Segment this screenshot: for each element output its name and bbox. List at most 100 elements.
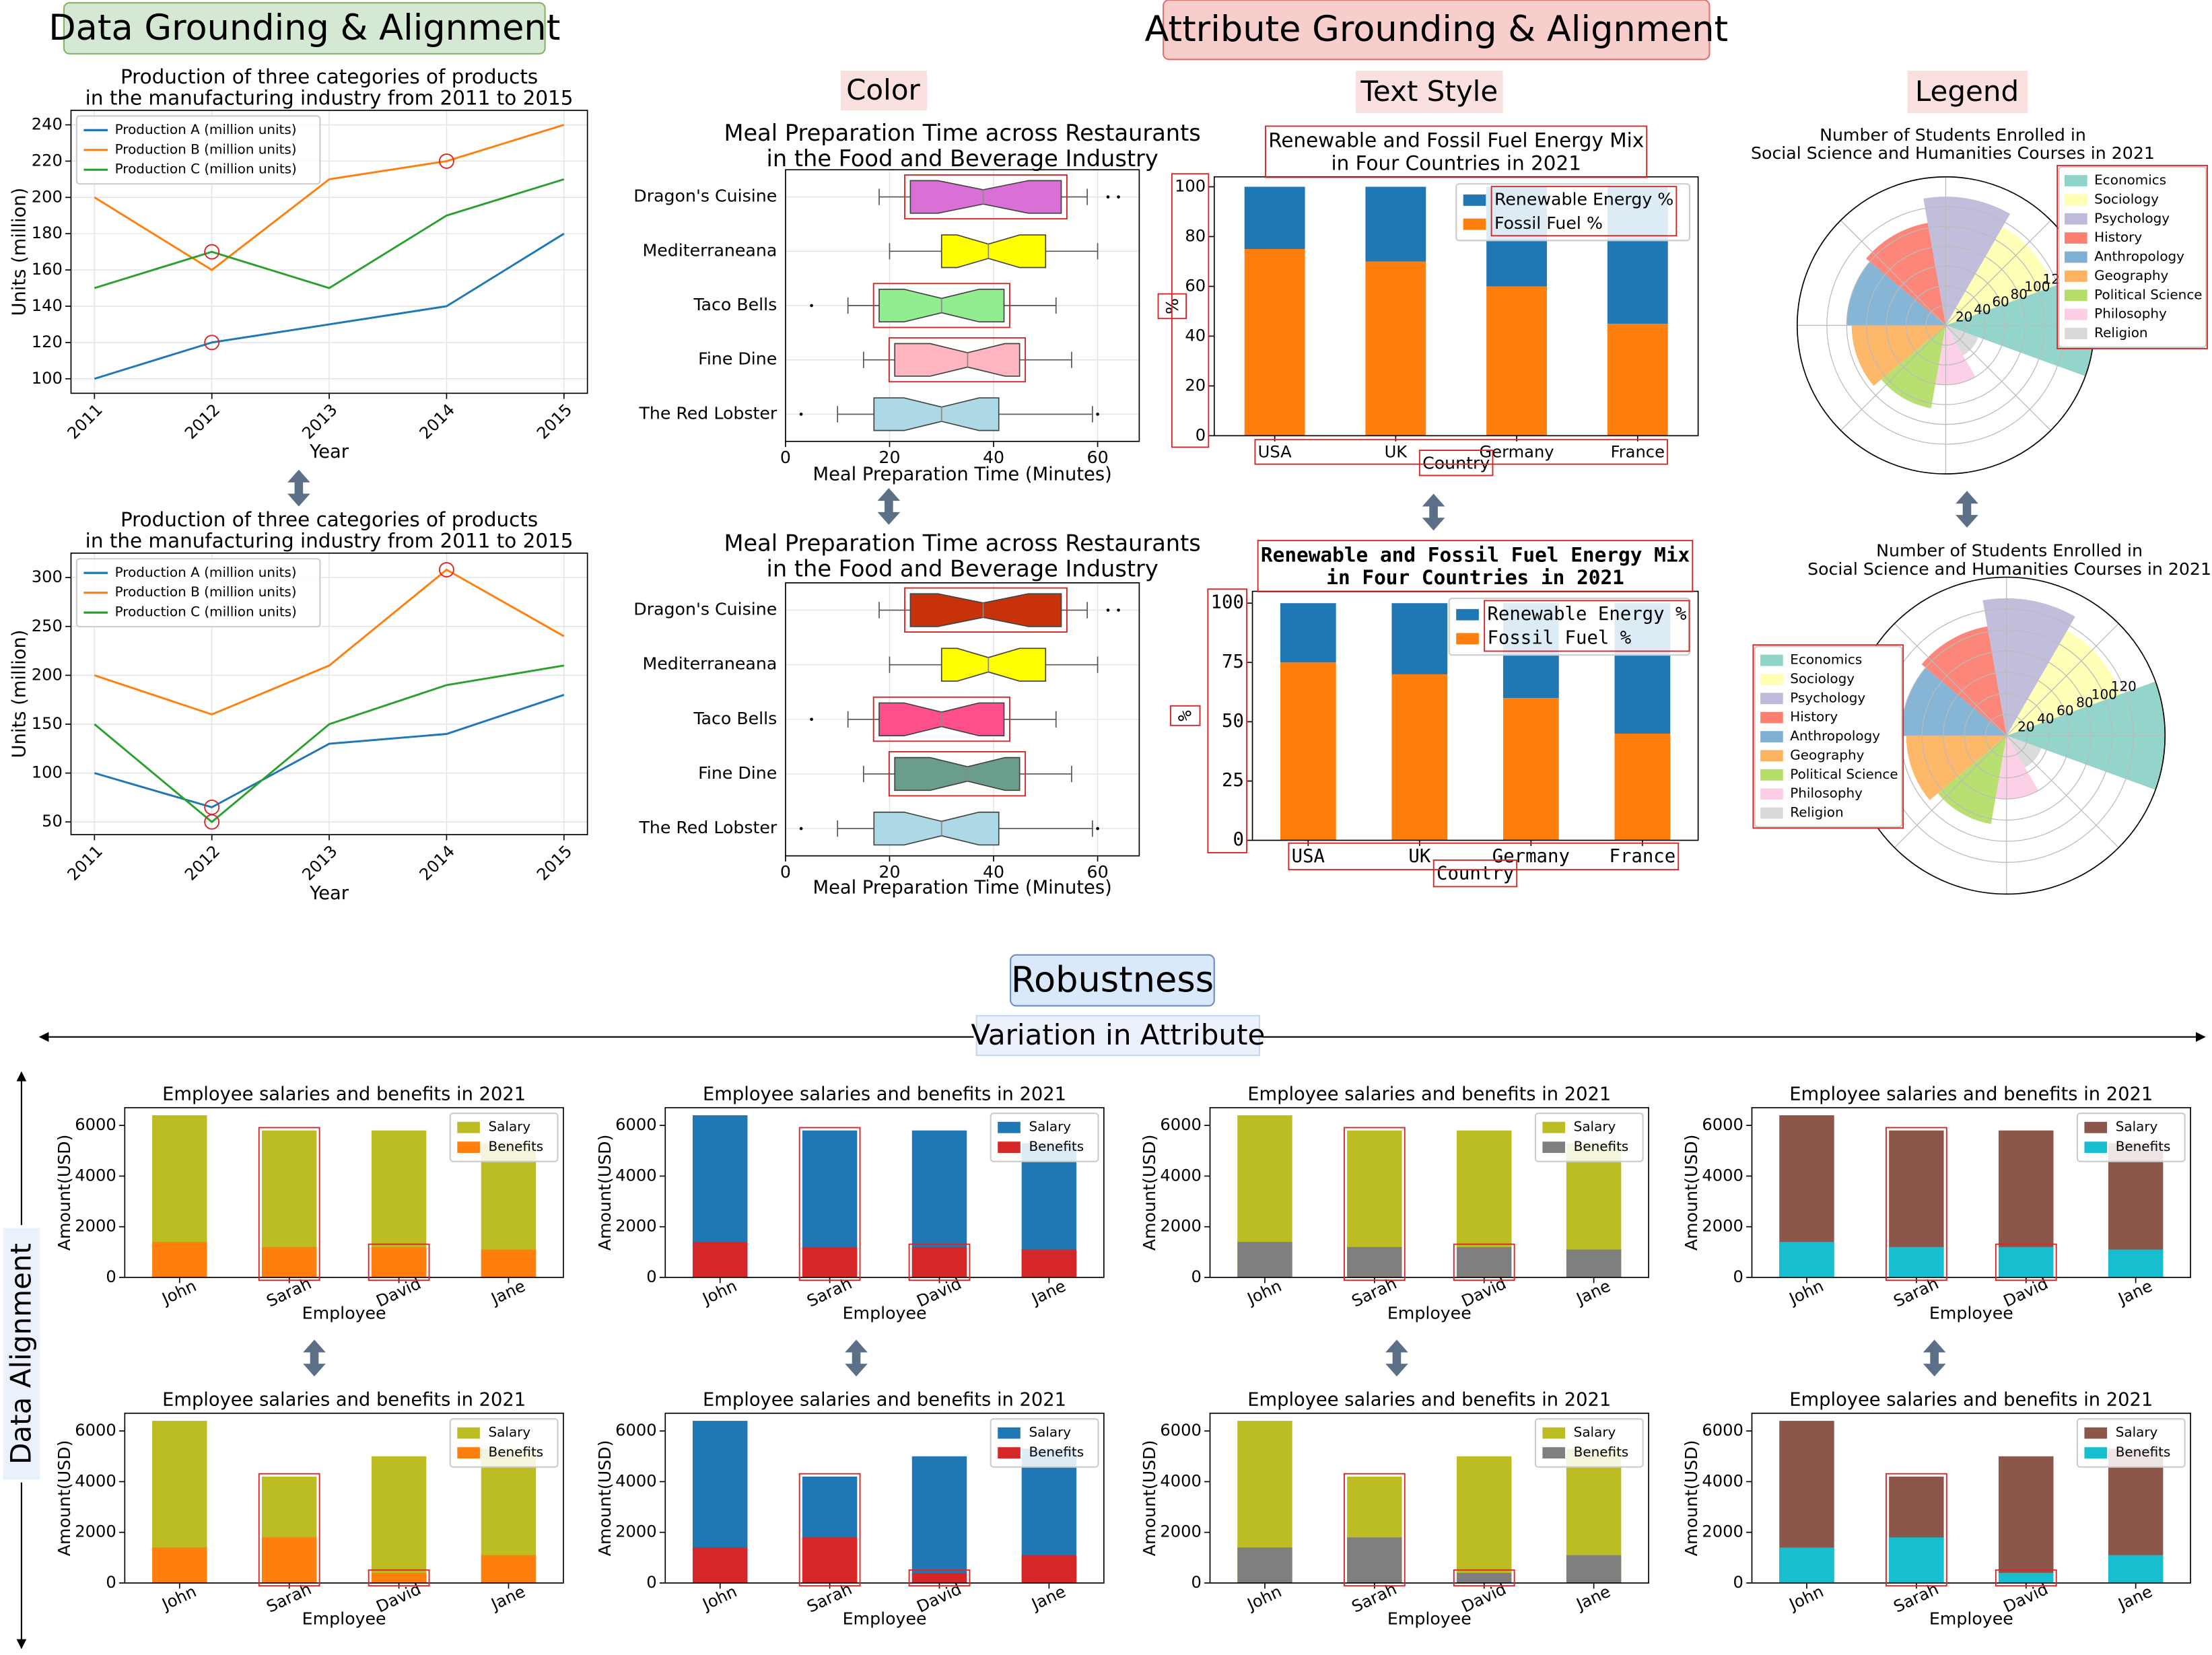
- y-tick-label: 4000: [615, 1166, 656, 1185]
- legend-swatch: [998, 1427, 1021, 1439]
- highlight-box: [908, 1243, 971, 1281]
- heading: Color: [846, 73, 920, 106]
- legend-label: Salary: [1029, 1424, 1071, 1440]
- box: [940, 647, 1047, 682]
- y-tick-label: Taco Bells: [693, 295, 777, 314]
- outlier: [810, 304, 813, 308]
- bar: [1457, 1246, 1512, 1278]
- plot-frame: [785, 582, 1140, 857]
- y-tick-label: 2000: [615, 1522, 656, 1541]
- sector: [1851, 325, 1946, 386]
- highlight-box: [798, 1127, 861, 1281]
- legend: Salary Benefits: [1534, 1418, 1644, 1468]
- chart: Meal Preparation Time across Restaurants…: [633, 530, 1201, 899]
- y-tick-label: 4000: [1702, 1471, 1743, 1490]
- legend-label: Production A (million units): [115, 121, 297, 137]
- x-tick-label: 60: [1087, 448, 1109, 467]
- x-tick-label: Jane: [2114, 1277, 2155, 1309]
- legend-label: Renewable Energy %: [1494, 189, 1673, 209]
- heading: Data Grounding & Alignment: [48, 7, 560, 48]
- highlight-box: [368, 1243, 430, 1281]
- legend: Salary Benefits: [2076, 1113, 2186, 1162]
- y-tick-label: 2000: [75, 1522, 116, 1541]
- bar: [1237, 1547, 1292, 1584]
- heading-box: [3, 1228, 40, 1480]
- plot-frame: [70, 552, 588, 835]
- legend-label: Production A (million units): [115, 564, 297, 580]
- x-tick-label: Jane: [1028, 1582, 1069, 1615]
- legend-label: Anthropology: [2094, 248, 2184, 265]
- x-tick-label: 2015: [533, 842, 576, 884]
- grid-ring: [1886, 265, 2006, 386]
- y-tick-label: 0: [1733, 1267, 1743, 1286]
- plot-frame: [1209, 1412, 1649, 1584]
- legend-label: Salary: [1029, 1119, 1071, 1135]
- y-tick-label: Dragon's Cuisine: [633, 600, 777, 619]
- bar-segment: [1486, 286, 1547, 436]
- legend-label: Benefits: [489, 1138, 544, 1154]
- bar: [371, 1246, 427, 1278]
- y-tick-label: 2000: [1702, 1217, 1743, 1236]
- spoke: [1894, 735, 2007, 848]
- x-tick-label: Jane: [2114, 1582, 2155, 1615]
- x-tick-label: John: [1243, 1582, 1284, 1614]
- chart-title: in the manufacturing industry from 2011 …: [85, 530, 574, 553]
- legend-swatch: [1542, 1427, 1566, 1439]
- x-tick-label: UK: [1385, 443, 1408, 462]
- legend-swatch: [1760, 769, 1783, 781]
- x-tick-label: 2015: [533, 400, 576, 443]
- chart-title: in the manufacturing industry from 2011 …: [85, 87, 574, 110]
- chart-title: Employee salaries and benefits in 2021: [1247, 1389, 1611, 1410]
- y-tick-label: 200: [32, 187, 63, 206]
- bar-segment: [1280, 603, 1336, 663]
- bar: [1999, 1246, 2054, 1278]
- legend-swatch: [1760, 654, 1783, 666]
- x-axis-label: Country: [1437, 863, 1514, 884]
- highlight-box: [1257, 540, 1694, 593]
- legend: Salary Benefits: [2076, 1418, 2186, 1468]
- legend-label: Production C (million units): [115, 161, 297, 177]
- y-tick-label: 20: [1185, 376, 1206, 394]
- heading: Data Alignment: [5, 1243, 38, 1465]
- y-tick-label: 4000: [75, 1166, 116, 1185]
- y-tick-label: 6000: [615, 1115, 656, 1134]
- legend-swatch: [2084, 1427, 2108, 1439]
- highlight-box: [1752, 644, 1904, 829]
- legend-swatch: [2065, 213, 2087, 225]
- r-tick-label: 60: [2057, 702, 2073, 718]
- highlight-box: [1254, 439, 1668, 465]
- highlight-box: [1343, 1473, 1406, 1587]
- y-tick-label: 2000: [615, 1217, 656, 1236]
- y-tick-label: 4000: [1160, 1166, 1201, 1185]
- highlight-box: [872, 283, 1010, 328]
- r-tick-label: 40: [1974, 301, 1991, 317]
- highlight-box: [1453, 1569, 1515, 1587]
- y-tick-label: 180: [32, 223, 63, 242]
- x-axis-label: Meal Preparation Time (Minutes): [813, 877, 1112, 898]
- y-tick-label: 0: [106, 1267, 116, 1286]
- x-tick-label: Jane: [1572, 1582, 1614, 1615]
- chart: Employee salaries and benefits in 2021 0 2…: [1682, 1084, 2191, 1323]
- legend-swatch: [1463, 195, 1486, 206]
- legend-label: Benefits: [1029, 1444, 1084, 1460]
- legend-label: Religion: [1790, 804, 1843, 820]
- legend: Salary Benefits: [990, 1418, 1099, 1468]
- legend-label: Religion: [2094, 324, 2147, 341]
- y-tick-label: 2000: [1160, 1217, 1201, 1236]
- y-tick-label: 220: [32, 151, 63, 170]
- y-tick-label: 50: [42, 812, 63, 831]
- x-tick-label: France: [1610, 846, 1676, 867]
- line-series: [94, 124, 565, 271]
- highlight-box: [904, 174, 1068, 220]
- highlight-box: [1171, 173, 1210, 448]
- heading-box: [1010, 954, 1215, 1007]
- spoke: [1840, 219, 1946, 326]
- plot-frame: [785, 169, 1140, 442]
- legend-label: Psychology: [1790, 689, 1865, 705]
- legend-swatch: [457, 1141, 480, 1154]
- chart: Production of three categories of produc…: [9, 508, 588, 904]
- y-tick-label: 0: [1733, 1573, 1743, 1592]
